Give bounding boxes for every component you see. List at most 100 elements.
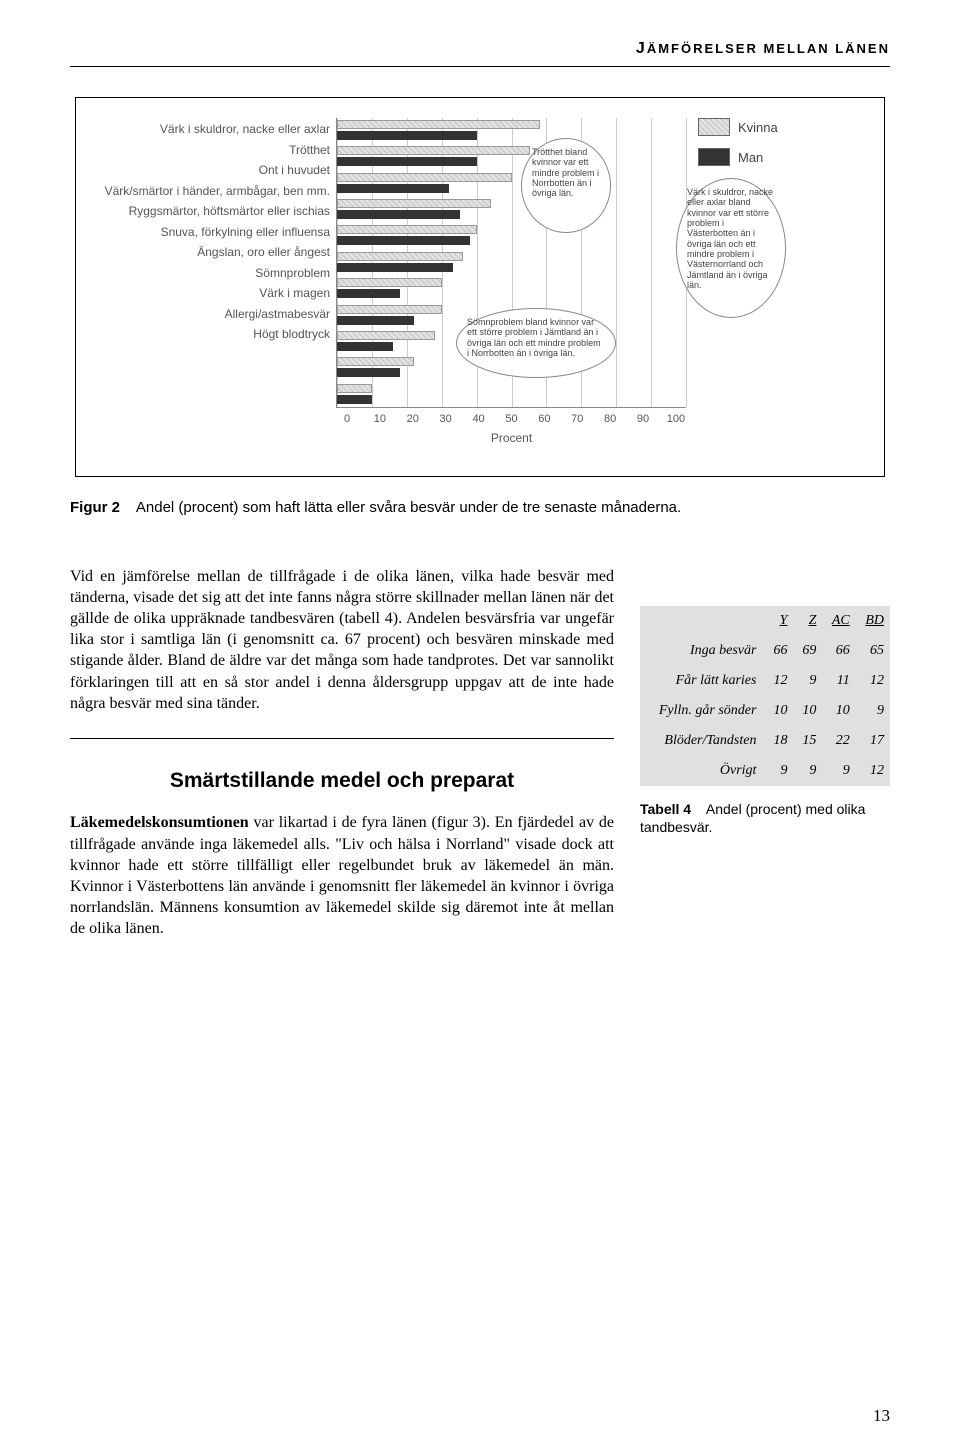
chart-row-label: Ont i huvudet — [86, 163, 330, 177]
table-cell: 65 — [856, 636, 890, 666]
table-cell: 12 — [764, 666, 793, 696]
header-initial: J — [636, 40, 647, 57]
bar-kvinna — [337, 225, 477, 234]
table-cell: 12 — [856, 666, 890, 696]
table-col-header: Z — [793, 606, 822, 636]
table-col-header: Y — [764, 606, 793, 636]
bar-kvinna — [337, 357, 414, 366]
para2-lead: Läkemedelskonsumtionen — [70, 814, 249, 831]
chart-x-tick: 10 — [370, 413, 390, 425]
table-row: Får lätt karies1291112 — [640, 666, 890, 696]
bar-man — [337, 368, 400, 377]
table-cell: 9 — [822, 756, 855, 786]
chart-row-label: Högt blodtryck — [86, 327, 330, 341]
chart-x-tick: 50 — [501, 413, 521, 425]
bar-kvinna — [337, 278, 442, 287]
table-cell: 9 — [856, 696, 890, 726]
figure-2-chart: Värk i skuldror, nacke eller axlar Trötth… — [75, 97, 885, 477]
chart-x-tick: 40 — [469, 413, 489, 425]
table-row: Blöder/Tandsten18152217 — [640, 726, 890, 756]
section-rule — [70, 738, 614, 739]
figure-caption: Figur 2 Andel (procent) som haft lätta e… — [70, 499, 890, 516]
swatch-kvinna — [698, 118, 730, 136]
bar-kvinna — [337, 331, 435, 340]
bar-man — [337, 184, 449, 193]
table-cell: 9 — [793, 756, 822, 786]
bar-kvinna — [337, 384, 372, 393]
chart-x-tick: 80 — [600, 413, 620, 425]
page-number: 13 — [873, 1406, 890, 1426]
table-row: Övrigt99912 — [640, 756, 890, 786]
table-row-label: Inga besvär — [640, 636, 764, 666]
para2-body: var likartad i de fyra länen (figur 3). … — [70, 814, 614, 937]
table-row-label: Får lätt karies — [640, 666, 764, 696]
legend-man: Man — [738, 150, 763, 165]
chart-row-label: Värk i skuldror, nacke eller axlar — [86, 122, 330, 136]
table-col-header: AC — [822, 606, 855, 636]
chart-row-label: Sömnproblem — [86, 266, 330, 280]
table-caption: Tabell 4 Andel (procent) med olika tandb… — [640, 800, 890, 836]
table-cell: 9 — [793, 666, 822, 696]
chart-row-label: Ängslan, oro eller ångest — [86, 245, 330, 259]
table-cell: 10 — [764, 696, 793, 726]
header-rule — [70, 66, 890, 67]
chart-x-label: Procent — [337, 431, 686, 445]
paragraph-2: Läkemedelskonsumtionen var likartad i de… — [70, 812, 614, 939]
chart-row-label: Allergi/astmabesvär — [86, 307, 330, 321]
bar-man — [337, 289, 400, 298]
chart-row-label: Ryggsmärtor, höftsmärtor eller ischias — [86, 204, 330, 218]
chart-x-tick: 0 — [337, 413, 357, 425]
table-row: Fylln. går sönder1010109 — [640, 696, 890, 726]
bar-kvinna — [337, 305, 442, 314]
bar-man — [337, 210, 460, 219]
table-cell: 17 — [856, 726, 890, 756]
chart-row-label: Värk/smärtor i händer, armbågar, ben mm. — [86, 184, 330, 198]
table-cell: 10 — [793, 696, 822, 726]
callout-somn: Sömnproblem bland kvinnor var ett större… — [456, 308, 616, 378]
bar-man — [337, 342, 393, 351]
chart-row-label: Värk i magen — [86, 286, 330, 300]
figure-caption-text: Andel (procent) som haft lätta eller svå… — [136, 499, 681, 516]
table-cell: 69 — [793, 636, 822, 666]
bar-kvinna — [337, 199, 491, 208]
bar-man — [337, 316, 414, 325]
legend-kvinna: Kvinna — [738, 120, 778, 135]
table-row-label: Fylln. går sönder — [640, 696, 764, 726]
chart-x-tick: 100 — [666, 413, 686, 425]
callout-vark: Värk i skuldror, nacke eller axlar bland… — [676, 178, 786, 318]
paragraph-1: Vid en jämförelse mellan de tillfrågade … — [70, 566, 614, 714]
table-cell: 66 — [822, 636, 855, 666]
table-row-label: Blöder/Tandsten — [640, 726, 764, 756]
chart-x-tick: 30 — [436, 413, 456, 425]
table-cell: 15 — [793, 726, 822, 756]
chart-x-tick: 90 — [633, 413, 653, 425]
chart-y-labels: Värk i skuldror, nacke eller axlar Trötth… — [86, 118, 336, 466]
chart-x-tick: 70 — [567, 413, 587, 425]
table-4: YZACBD Inga besvär66696665Får lätt karie… — [640, 606, 890, 786]
swatch-man — [698, 148, 730, 166]
bar-kvinna — [337, 252, 463, 261]
table-cell: 11 — [822, 666, 855, 696]
bar-kvinna — [337, 120, 540, 129]
chart-row-label: Snuva, förkylning eller influensa — [86, 225, 330, 239]
bar-kvinna — [337, 173, 512, 182]
callout-trotthet: Trötthet bland kvinnor var ett mindre pr… — [521, 138, 611, 233]
chart-row-label: Trötthet — [86, 143, 330, 157]
table-row: Inga besvär66696665 — [640, 636, 890, 666]
table-row-label: Övrigt — [640, 756, 764, 786]
table-cell: 9 — [764, 756, 793, 786]
table-cell: 10 — [822, 696, 855, 726]
bar-man — [337, 263, 453, 272]
bar-kvinna — [337, 146, 530, 155]
header-rest: ÄMFÖRELSER MELLAN LÄNEN — [647, 41, 890, 56]
table-cell: 18 — [764, 726, 793, 756]
bar-man — [337, 157, 477, 166]
table-cell: 66 — [764, 636, 793, 666]
bar-man — [337, 131, 477, 140]
bar-man — [337, 395, 372, 404]
table-cell: 22 — [822, 726, 855, 756]
section-heading: Smärtstillande medel och preparat — [70, 767, 614, 795]
table-col-header: BD — [856, 606, 890, 636]
chart-x-tick: 20 — [403, 413, 423, 425]
table-caption-label: Tabell 4 — [640, 801, 691, 817]
